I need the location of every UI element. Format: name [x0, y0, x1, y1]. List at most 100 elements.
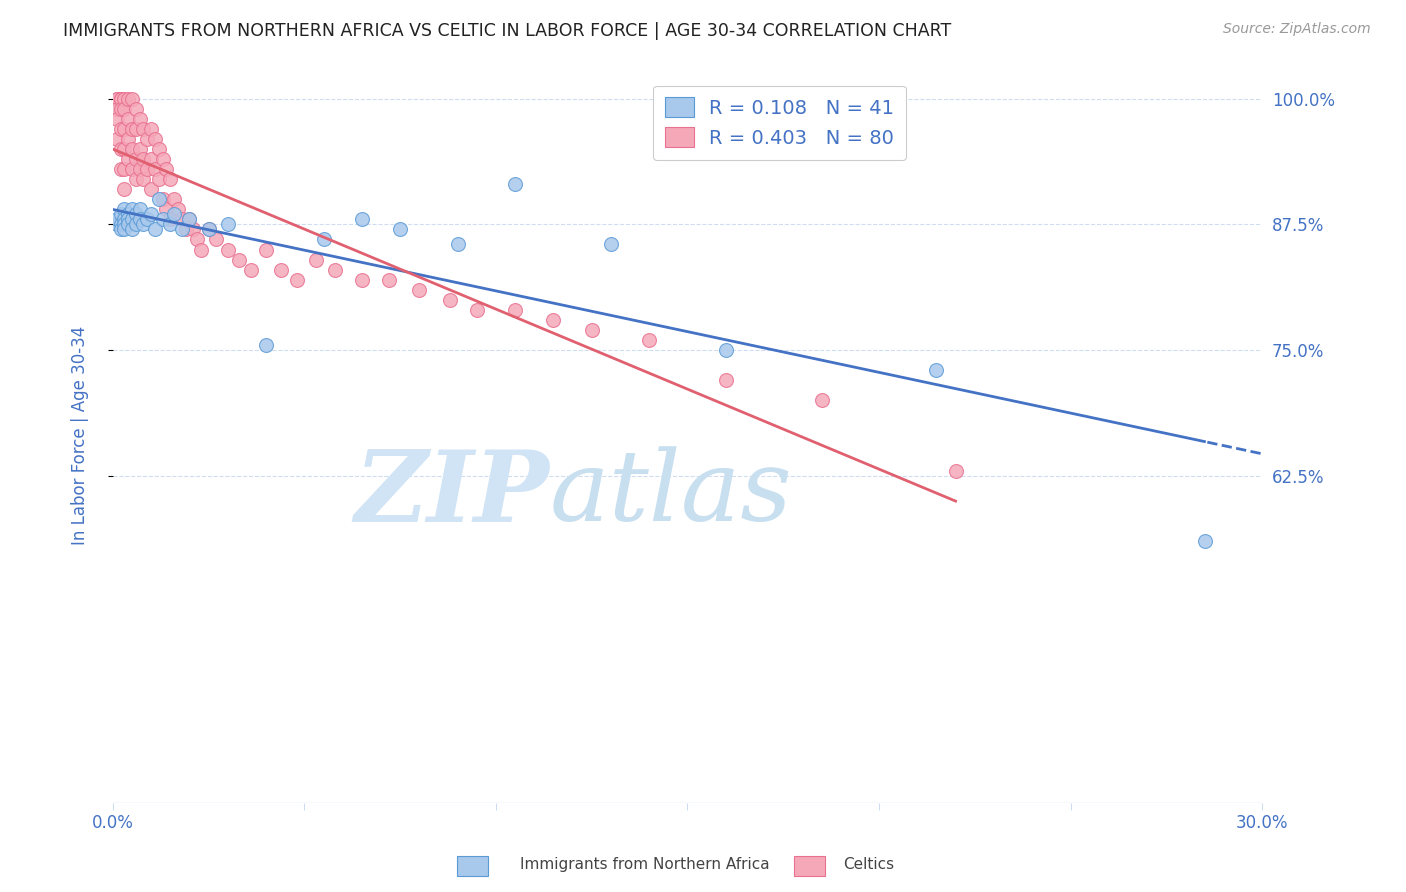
Text: atlas: atlas	[550, 447, 793, 542]
Point	[110, 218, 132, 232]
Point	[152, 192, 174, 206]
Point	[543, 313, 565, 327]
Point	[105, 102, 128, 116]
Point	[599, 237, 621, 252]
Point	[810, 393, 832, 408]
Point	[155, 202, 177, 217]
Point	[217, 218, 239, 232]
Point	[128, 142, 150, 156]
Point	[197, 222, 219, 236]
Point	[141, 207, 163, 221]
Point	[136, 212, 159, 227]
Point	[125, 102, 148, 116]
Point	[350, 273, 373, 287]
Point	[190, 243, 212, 257]
Point	[132, 152, 155, 166]
Point	[143, 132, 166, 146]
Point	[217, 243, 239, 257]
Point	[105, 212, 128, 227]
Point	[285, 273, 308, 287]
Point	[117, 132, 139, 146]
Point	[270, 262, 292, 277]
Point	[143, 162, 166, 177]
Point	[110, 92, 132, 106]
Point	[152, 152, 174, 166]
Point	[132, 218, 155, 232]
Point	[117, 112, 139, 126]
Point	[105, 112, 128, 126]
Point	[170, 212, 193, 227]
Point	[128, 112, 150, 126]
Point	[159, 212, 181, 227]
Point	[163, 207, 186, 221]
Legend: R = 0.108   N = 41, R = 0.403   N = 80: R = 0.108 N = 41, R = 0.403 N = 80	[652, 86, 905, 160]
Text: Immigrants from Northern Africa: Immigrants from Northern Africa	[520, 857, 770, 872]
Point	[205, 232, 228, 246]
Point	[152, 212, 174, 227]
Point	[121, 92, 143, 106]
Point	[143, 222, 166, 236]
Point	[117, 152, 139, 166]
Point	[110, 162, 132, 177]
Point	[148, 192, 170, 206]
Point	[159, 218, 181, 232]
Text: Source: ZipAtlas.com: Source: ZipAtlas.com	[1223, 22, 1371, 37]
Point	[110, 121, 132, 136]
Point	[239, 262, 262, 277]
Point	[110, 142, 132, 156]
Point	[389, 222, 412, 236]
Point	[925, 363, 948, 377]
Point	[112, 121, 135, 136]
Point	[714, 373, 737, 387]
Point	[112, 142, 135, 156]
Point	[377, 273, 399, 287]
Point	[110, 207, 132, 221]
Point	[159, 172, 181, 186]
Point	[117, 212, 139, 227]
Point	[128, 162, 150, 177]
Point	[1194, 534, 1216, 549]
Point	[112, 92, 135, 106]
Point	[155, 162, 177, 177]
Point	[228, 252, 250, 267]
Point	[148, 142, 170, 156]
Point	[179, 212, 201, 227]
Point	[136, 132, 159, 146]
Point	[112, 218, 135, 232]
Point	[121, 212, 143, 227]
Point	[408, 283, 430, 297]
Point	[714, 343, 737, 357]
Point	[254, 338, 277, 352]
Point	[110, 92, 132, 106]
Text: IMMIGRANTS FROM NORTHERN AFRICA VS CELTIC IN LABOR FORCE | AGE 30-34 CORRELATION: IMMIGRANTS FROM NORTHERN AFRICA VS CELTI…	[63, 22, 952, 40]
Point	[121, 162, 143, 177]
Point	[167, 202, 190, 217]
Point	[117, 207, 139, 221]
Point	[305, 252, 328, 267]
Point	[254, 243, 277, 257]
Point	[170, 222, 193, 236]
Point	[112, 102, 135, 116]
Point	[117, 92, 139, 106]
Point	[105, 218, 128, 232]
Point	[465, 302, 488, 317]
Point	[125, 152, 148, 166]
Point	[105, 92, 128, 106]
Point	[112, 222, 135, 236]
Y-axis label: In Labor Force | Age 30-34: In Labor Force | Age 30-34	[72, 326, 89, 545]
Point	[128, 202, 150, 217]
Point	[446, 237, 468, 252]
Point	[132, 172, 155, 186]
Point	[136, 162, 159, 177]
Text: ZIP: ZIP	[354, 446, 550, 542]
Point	[141, 182, 163, 196]
Point	[179, 212, 201, 227]
Point	[163, 192, 186, 206]
Point	[125, 207, 148, 221]
Point	[350, 212, 373, 227]
Point	[110, 102, 132, 116]
Point	[581, 323, 603, 337]
Point	[112, 202, 135, 217]
Point	[141, 152, 163, 166]
Point	[503, 177, 526, 191]
